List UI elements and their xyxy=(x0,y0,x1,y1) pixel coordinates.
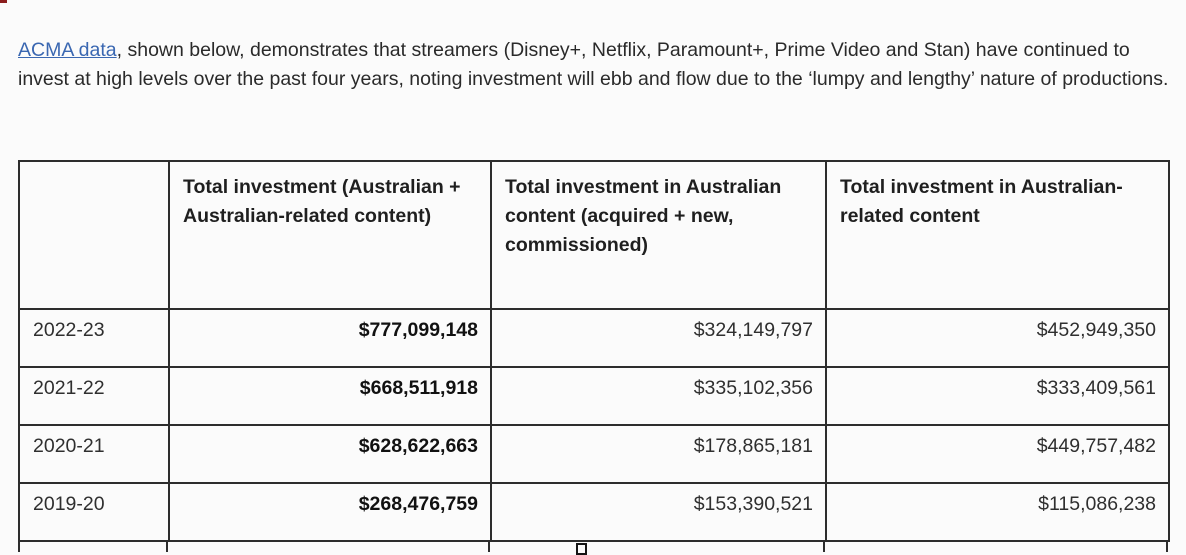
scan-artifact-mark xyxy=(0,0,7,3)
australian-related-value: $333,409,561 xyxy=(825,366,1170,426)
year-label: 2020-21 xyxy=(18,424,170,484)
table-header-row: Total investment (Australian + Australia… xyxy=(18,160,1170,310)
missing-glyph-box xyxy=(576,543,587,555)
australian-content-value: $335,102,356 xyxy=(490,366,827,426)
year-label: 2019-20 xyxy=(18,482,170,542)
total-investment-value: $268,476,759 xyxy=(168,482,492,542)
header-total-investment: Total investment (Australian + Australia… xyxy=(168,160,492,310)
table-border-stub xyxy=(823,541,825,552)
table-border-stub xyxy=(166,541,168,552)
australian-related-value: $115,086,238 xyxy=(825,482,1170,542)
year-label: 2021-22 xyxy=(18,366,170,426)
total-investment-value: $628,622,663 xyxy=(168,424,492,484)
total-investment-value: $668,511,918 xyxy=(168,366,492,426)
investment-table: Total investment (Australian + Australia… xyxy=(18,160,1170,542)
australian-content-value: $153,390,521 xyxy=(490,482,827,542)
year-label: 2022-23 xyxy=(18,308,170,368)
table-border-stub xyxy=(18,541,20,552)
table-row: 2020-21 $628,622,663 $178,865,181 $449,7… xyxy=(18,424,1170,484)
total-investment-value: $777,099,148 xyxy=(168,308,492,368)
australian-content-value: $324,149,797 xyxy=(490,308,827,368)
header-year xyxy=(18,160,170,310)
australian-content-value: $178,865,181 xyxy=(490,424,827,484)
table-row: 2021-22 $668,511,918 $335,102,356 $333,4… xyxy=(18,366,1170,426)
table-border-stub xyxy=(488,541,490,552)
australian-related-value: $452,949,350 xyxy=(825,308,1170,368)
table-border-stub xyxy=(1166,541,1168,552)
table-row: 2022-23 $777,099,148 $324,149,797 $452,9… xyxy=(18,308,1170,368)
australian-related-value: $449,757,482 xyxy=(825,424,1170,484)
acma-data-link[interactable]: ACMA data xyxy=(18,38,117,61)
intro-paragraph: ACMA data, shown below, demonstrates tha… xyxy=(18,36,1174,95)
header-australian-content: Total investment in Australian content (… xyxy=(490,160,827,310)
header-australian-related-content: Total investment in Australian-related c… xyxy=(825,160,1170,310)
intro-paragraph-text: , shown below, demonstrates that streame… xyxy=(18,38,1169,91)
table-row: 2019-20 $268,476,759 $153,390,521 $115,0… xyxy=(18,482,1170,542)
